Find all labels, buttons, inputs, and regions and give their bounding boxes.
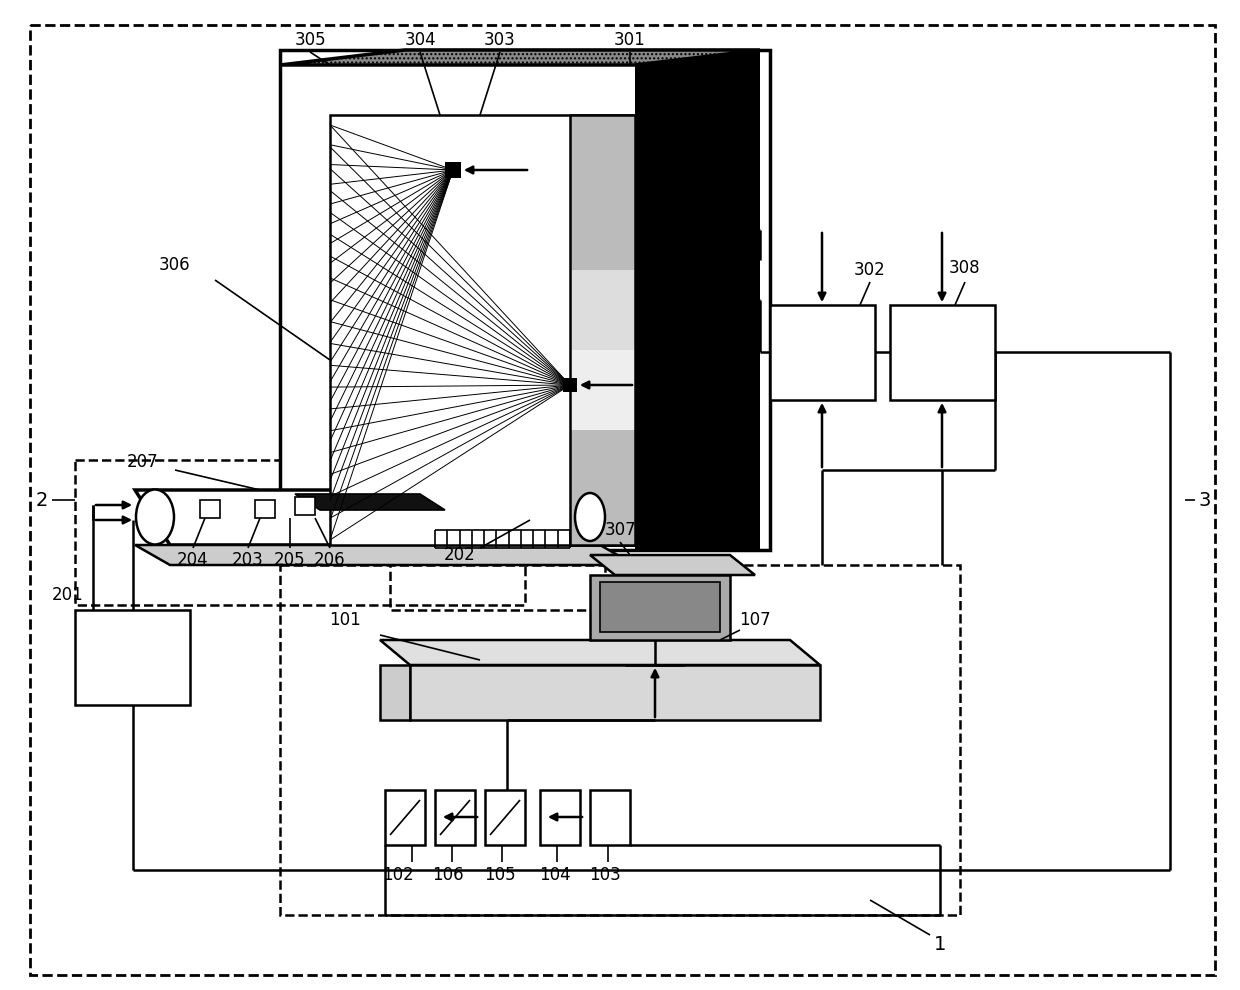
Bar <box>330 115 635 545</box>
Bar <box>280 50 770 550</box>
Text: 304: 304 <box>404 31 435 49</box>
Polygon shape <box>135 490 635 545</box>
Text: 305: 305 <box>294 31 326 49</box>
Text: 105: 105 <box>484 866 516 884</box>
Text: 205: 205 <box>274 551 306 569</box>
Bar <box>770 305 875 400</box>
Polygon shape <box>295 494 445 510</box>
Text: 307: 307 <box>604 521 636 539</box>
Bar <box>570 115 635 545</box>
Polygon shape <box>280 50 760 65</box>
Text: 207: 207 <box>128 453 159 471</box>
Bar <box>74 460 525 605</box>
Polygon shape <box>135 545 635 565</box>
Text: 1: 1 <box>934 936 946 954</box>
Bar <box>280 565 960 915</box>
Text: 303: 303 <box>484 31 516 49</box>
Bar <box>570 270 635 420</box>
Ellipse shape <box>575 493 605 541</box>
Text: 103: 103 <box>589 866 621 884</box>
Text: 301: 301 <box>614 31 646 49</box>
Text: 204: 204 <box>177 551 208 569</box>
Text: 2: 2 <box>36 490 48 510</box>
Bar <box>590 790 630 845</box>
Bar <box>384 790 425 845</box>
Bar <box>391 460 605 610</box>
Bar <box>445 162 461 178</box>
Polygon shape <box>379 665 410 720</box>
Polygon shape <box>379 640 820 665</box>
Bar <box>295 497 315 515</box>
Bar <box>74 610 190 705</box>
Bar <box>435 790 475 845</box>
Bar <box>635 50 760 550</box>
Text: 308: 308 <box>949 259 981 277</box>
Text: 302: 302 <box>854 261 885 279</box>
Text: 203: 203 <box>232 551 264 569</box>
Text: 107: 107 <box>739 611 771 629</box>
Bar <box>563 378 577 392</box>
Bar <box>200 500 219 518</box>
Bar <box>570 350 635 430</box>
Text: 101: 101 <box>329 611 361 629</box>
Text: 3: 3 <box>1199 490 1211 510</box>
Bar <box>570 115 635 545</box>
Ellipse shape <box>136 489 174 544</box>
Bar <box>600 582 720 632</box>
Bar <box>539 790 580 845</box>
Text: 104: 104 <box>539 866 570 884</box>
Bar <box>255 500 275 518</box>
Polygon shape <box>410 665 820 720</box>
Text: 306: 306 <box>159 256 191 274</box>
Text: 102: 102 <box>382 866 414 884</box>
Text: 202: 202 <box>444 546 476 564</box>
Text: 206: 206 <box>314 551 346 569</box>
Bar <box>890 305 994 400</box>
Text: 106: 106 <box>433 866 464 884</box>
Text: 201: 201 <box>52 586 84 604</box>
Polygon shape <box>590 575 730 640</box>
Bar <box>485 790 525 845</box>
Polygon shape <box>590 555 755 575</box>
